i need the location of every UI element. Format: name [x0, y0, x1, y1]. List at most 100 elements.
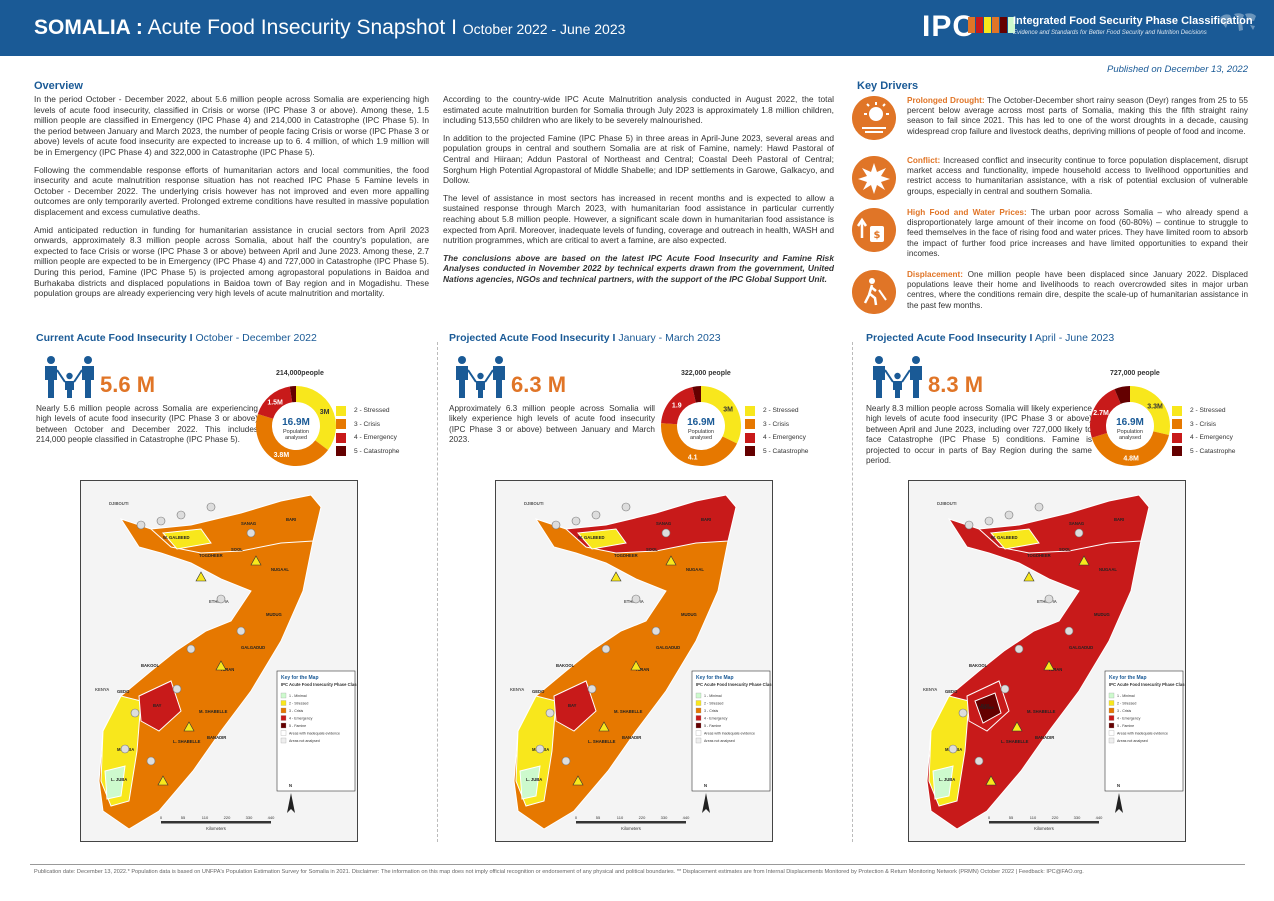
- map-region-label: L. JUBA: [939, 777, 955, 782]
- household-marker-icon: [246, 528, 256, 538]
- map-region-label: TOGDHEER: [1027, 553, 1051, 558]
- map-region-minimal: [104, 765, 126, 800]
- household-marker-icon: [146, 756, 156, 766]
- map-region-label: Famine: [979, 705, 994, 710]
- scale-tick: 0: [988, 815, 991, 820]
- driver-text: The urban poor across Somalia – who alre…: [907, 208, 1248, 258]
- household-marker-icon: [176, 510, 186, 520]
- scale-tick: 330: [661, 815, 668, 820]
- map-region-label: KENYA: [923, 687, 937, 692]
- panel-title: Projected Acute Food Insecurity I April …: [866, 332, 1114, 344]
- donut-center-label: Population: [283, 429, 309, 435]
- map-key-swatch: [280, 700, 287, 706]
- household-marker-icon: [601, 644, 611, 654]
- legend-item: 3 - Crisis: [1172, 418, 1235, 432]
- legend-swatch: [745, 446, 755, 457]
- idp-settlement-icon: [215, 660, 227, 671]
- household-marker-icon: [591, 510, 601, 520]
- map-key-swatch: [695, 722, 702, 729]
- map-region-label: DJIBOUTI: [524, 501, 544, 506]
- household-marker-icon: [948, 744, 958, 754]
- idp-settlement-icon: [1011, 721, 1023, 732]
- map-key-swatch: [1108, 692, 1115, 699]
- map-key-swatch: [1108, 730, 1115, 736]
- map-key-swatch: [1108, 715, 1115, 721]
- panel-period: April - June 2023: [1032, 332, 1115, 344]
- map-key-label: 5 - Famine: [1117, 724, 1134, 728]
- map-region-label: HIRAN: [221, 667, 234, 672]
- map-key-title: Key for the Map: [281, 675, 319, 681]
- map-region-label: GALGADUD: [1069, 645, 1093, 650]
- map-region-label: HIRAN: [1049, 667, 1062, 672]
- idp-settlement-icon: [1023, 571, 1035, 582]
- map-key-label: Areas with inadequate evidence: [704, 732, 755, 736]
- donut-center-label: analysed: [285, 435, 307, 441]
- map-region-label: NUGAAL: [686, 567, 704, 572]
- legend-label: 2 - Stressed: [354, 407, 390, 415]
- phase-legend: 2 - Stressed 3 - Crisis 4 - Emergency 5 - C…: [336, 404, 399, 458]
- map-key-label: Areas not analysed: [289, 739, 320, 743]
- legend-label: 5 - Catastrophe: [354, 447, 400, 455]
- affected-population-total: 8.3 M: [928, 372, 984, 397]
- map-region-label: L. SHABELLE: [173, 739, 201, 744]
- map-region-label: M. SHABELLE: [199, 709, 228, 714]
- map-key-swatch: [1108, 707, 1115, 714]
- scale-unit: Kilometers: [1034, 826, 1054, 831]
- map-region-label: KENYA: [95, 687, 109, 692]
- scale-tick: 440: [1096, 815, 1103, 820]
- driver-prices: $ High Food and Water Prices: The urban …: [852, 208, 1248, 258]
- ipc-logo: IPC: [922, 10, 976, 43]
- map-region-label: TOGDHEER: [199, 553, 223, 558]
- map-region-label: MUDUG: [681, 612, 697, 617]
- driver-title: Conflict:: [907, 156, 941, 165]
- map-key-label: 4 - Emergency: [704, 717, 728, 721]
- panel-period: October - December 2022: [192, 332, 317, 344]
- donut-slice-catastrophe: [692, 386, 701, 403]
- phase-classification-map: Key for the Map IPC Acute Food Insecurity…: [495, 480, 773, 842]
- overview-paragraph: The level of assistance in most sectors …: [443, 192, 834, 246]
- title-period: October 2022 - June 2023: [462, 21, 626, 37]
- donut-center-label: analysed: [690, 435, 712, 441]
- panel-title-text: Projected Acute Food Insecurity I: [449, 332, 616, 344]
- donut-slice-catastrophe: [1114, 386, 1130, 404]
- map-region-label: NUGAAL: [271, 567, 289, 572]
- household-marker-icon: [535, 744, 545, 754]
- map-key-label: 5 - Famine: [704, 724, 721, 728]
- legend-item: 4 - Emergency: [336, 431, 399, 445]
- overview-paragraph: According to the country-wide IPC Acute …: [443, 94, 834, 126]
- map-region-stressed: [989, 528, 1040, 550]
- donut-label-emergency: 2.7M: [1093, 410, 1109, 417]
- panel-title-text: Projected Acute Food Insecurity I: [866, 332, 1033, 344]
- household-marker-icon: [571, 516, 581, 526]
- map-region-label: BARI: [286, 517, 296, 522]
- household-marker-icon: [216, 594, 226, 604]
- legend-label: 3 - Crisis: [354, 420, 381, 428]
- people-icon: [873, 356, 922, 398]
- map-key-label: Areas with inadequate evidence: [289, 732, 340, 736]
- map-region-label: TOGDHEER: [614, 553, 638, 558]
- map-key-label: 3 - Crisis: [289, 709, 303, 713]
- map-key-swatch: [695, 700, 702, 706]
- donut-center-value: 16.9M: [1116, 417, 1144, 428]
- catastrophe-population: 727,000 people: [1110, 370, 1160, 377]
- map-region-label: W. GALBEED: [163, 535, 190, 540]
- idp-settlement-icon: [157, 775, 169, 786]
- donut-slice-emergency: [661, 386, 696, 425]
- overview-heading: Overview: [34, 80, 83, 92]
- donut-slice-stressed: [1130, 386, 1170, 436]
- donut-label-emergency: 1.5M: [267, 399, 283, 406]
- donut-label-crisis: 4.1: [688, 454, 698, 461]
- map-region-label: MUDUG: [1094, 612, 1110, 617]
- scale-tick: 110: [617, 815, 624, 820]
- legend-swatch: [336, 405, 346, 416]
- household-marker-icon: [130, 708, 140, 718]
- map-key-subtitle: IPC Acute Food Insecurity Phase Classifi…: [696, 682, 773, 687]
- legend-label: 4 - Emergency: [354, 434, 397, 442]
- scale-tick: 0: [160, 815, 163, 820]
- map-key-box: [691, 670, 771, 792]
- donut-center-label: analysed: [1119, 435, 1141, 441]
- household-marker-icon: [621, 502, 631, 512]
- panel-divider: [852, 342, 853, 842]
